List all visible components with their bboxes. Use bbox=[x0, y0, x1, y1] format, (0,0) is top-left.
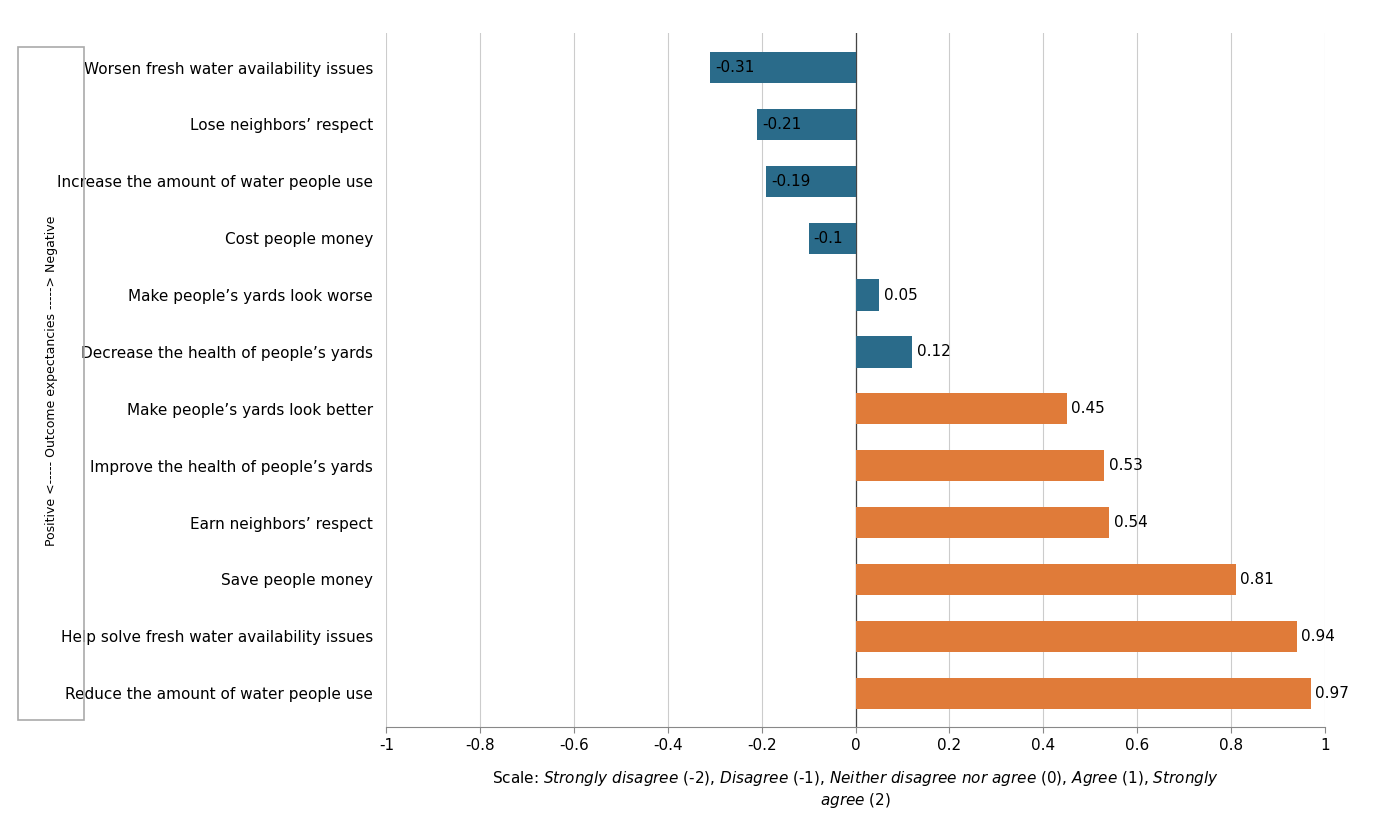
Text: 0.81: 0.81 bbox=[1241, 572, 1274, 587]
Bar bbox=[856, 620, 1297, 652]
Text: 0.94: 0.94 bbox=[1301, 629, 1336, 644]
Text: 0.45: 0.45 bbox=[1071, 401, 1105, 416]
Bar bbox=[18, 48, 84, 721]
Text: Positive <----- Outcome expectancies -----> Negative: Positive <----- Outcome expectancies ---… bbox=[46, 215, 58, 546]
Text: 0.05: 0.05 bbox=[883, 288, 918, 303]
Text: -0.31: -0.31 bbox=[715, 60, 755, 75]
Bar bbox=[856, 450, 1104, 482]
Bar bbox=[856, 507, 1110, 538]
Bar bbox=[856, 336, 912, 368]
Text: 0.97: 0.97 bbox=[1315, 686, 1350, 701]
Bar bbox=[809, 222, 856, 254]
Bar bbox=[758, 109, 856, 140]
Bar bbox=[856, 393, 1067, 425]
X-axis label: Scale: $\it{Strongly\ disagree}$ (-2), $\it{Disagree}$ (-1), $\it{Neither\ disag: Scale: $\it{Strongly\ disagree}$ (-2), $… bbox=[493, 769, 1219, 810]
Bar bbox=[766, 166, 856, 197]
Text: -0.21: -0.21 bbox=[762, 117, 800, 132]
Bar bbox=[711, 52, 856, 84]
Text: 0.54: 0.54 bbox=[1114, 515, 1147, 530]
Text: -0.19: -0.19 bbox=[771, 174, 810, 189]
Text: 0.12: 0.12 bbox=[916, 344, 951, 359]
Text: -0.1: -0.1 bbox=[813, 231, 843, 246]
Bar bbox=[856, 563, 1235, 595]
Text: 0.53: 0.53 bbox=[1110, 458, 1143, 473]
Bar bbox=[856, 279, 879, 311]
Bar bbox=[856, 677, 1311, 709]
